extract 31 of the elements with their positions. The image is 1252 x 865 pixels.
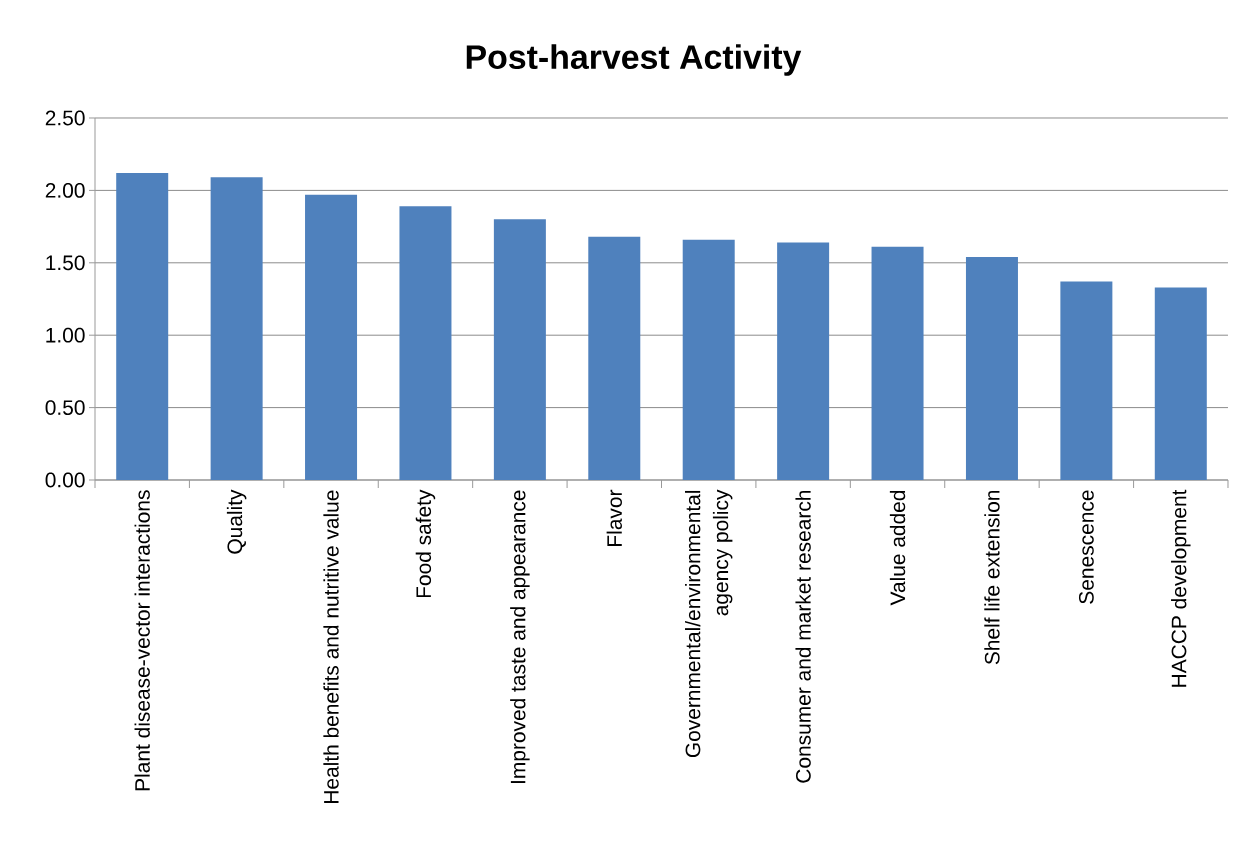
y-tick-label: 1.00 bbox=[46, 327, 85, 343]
x-tick-label: Quality bbox=[226, 489, 247, 554]
x-tick-label: Value added bbox=[889, 490, 906, 606]
x-tick-label: Food safety bbox=[415, 489, 436, 598]
bar bbox=[1154, 287, 1207, 480]
bar bbox=[1060, 281, 1113, 480]
bar bbox=[965, 257, 1018, 480]
bar bbox=[399, 206, 452, 480]
bar bbox=[210, 177, 263, 480]
bar bbox=[777, 242, 830, 480]
y-tick-label: 0.00 bbox=[45, 472, 85, 488]
y-tick-label: 0.50 bbox=[45, 400, 85, 415]
chart-title: Post-harvest Activity bbox=[466, 44, 802, 76]
bar bbox=[305, 194, 358, 480]
y-tick-label: 2.50 bbox=[45, 110, 85, 126]
bar bbox=[116, 173, 169, 480]
bar bbox=[682, 239, 735, 480]
x-tick-label: Shelf life extension bbox=[984, 490, 1000, 665]
x-tick-label: Plant disease-vector interactions bbox=[134, 490, 150, 791]
x-tick-label: Senescence bbox=[1078, 490, 1094, 604]
x-tick-label: Flavor bbox=[606, 489, 622, 546]
bar bbox=[588, 236, 641, 480]
y-tick-label: 2.00 bbox=[45, 182, 85, 198]
y-tick-label: 1.50 bbox=[46, 255, 85, 271]
x-tick-label: Improved taste and appearance bbox=[510, 490, 530, 784]
x-tick-label: Governmental/environmental agency policy bbox=[685, 489, 733, 758]
bar bbox=[871, 246, 924, 480]
x-tick-label: HACCP development bbox=[1171, 489, 1191, 687]
x-tick-label: Health benefits and nutritive value bbox=[323, 490, 339, 803]
x-tick-label: Consumer and market research bbox=[795, 490, 811, 783]
bar bbox=[493, 219, 546, 480]
